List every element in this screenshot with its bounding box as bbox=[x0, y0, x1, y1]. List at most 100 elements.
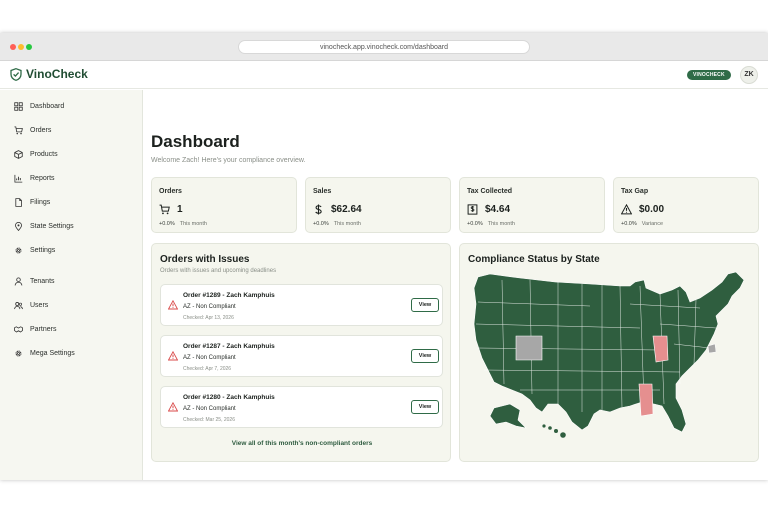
sidebar-item-label: Tenants bbox=[30, 277, 55, 285]
compliance-title: Compliance Status by State bbox=[468, 254, 600, 265]
sidebar-item-label: Products bbox=[30, 150, 58, 158]
state-alaska[interactable] bbox=[489, 403, 527, 429]
person-icon bbox=[14, 276, 23, 286]
users-icon bbox=[14, 301, 23, 309]
stat-change: +0.0% bbox=[313, 221, 329, 227]
sidebar-item-mega-settings[interactable]: Mega Settings bbox=[14, 346, 75, 360]
stat-value: $62.64 bbox=[313, 204, 362, 215]
dollar-icon bbox=[315, 204, 322, 215]
warning-icon bbox=[168, 300, 178, 310]
sidebar-item-settings[interactable]: Settings bbox=[14, 243, 55, 257]
stat-label: Sales bbox=[313, 188, 332, 195]
compliance-map-panel: Compliance Status by State bbox=[459, 243, 759, 462]
sidebar-item-reports[interactable]: Reports bbox=[14, 171, 55, 185]
stat-period: This month bbox=[333, 221, 361, 227]
gear-icon bbox=[15, 350, 22, 356]
stat-number: $4.64 bbox=[485, 204, 511, 215]
minimize-dot[interactable] bbox=[18, 44, 24, 50]
sidebar-item-label: State Settings bbox=[30, 222, 74, 230]
sidebar-item-filings[interactable]: Filings bbox=[14, 195, 50, 209]
warning-icon bbox=[621, 204, 632, 215]
issues-subtitle: Orders with issues and upcoming deadline… bbox=[160, 268, 277, 274]
main-content: Dashboard Welcome Zach! Here's your comp… bbox=[143, 90, 768, 480]
stat-number: $62.64 bbox=[331, 204, 362, 215]
sidebar-item-products[interactable]: Products bbox=[14, 147, 58, 161]
cart-icon bbox=[14, 125, 23, 134]
state-indiana[interactable] bbox=[652, 335, 669, 363]
stat-card-tax-collected: Tax Collected $4.64 +0.0% This month bbox=[459, 177, 605, 233]
stat-period: This month bbox=[179, 221, 207, 227]
order-checked-date: Checked: Apr 13, 2026 bbox=[183, 315, 234, 321]
sidebar-item-dashboard[interactable]: Dashboard bbox=[14, 99, 64, 113]
stat-footer: +0.0% This month bbox=[313, 221, 361, 227]
order-checked-date: Checked: Mar 25, 2026 bbox=[183, 417, 235, 423]
browser-window: vinocheck.app.vinocheck.com/dashboard Vi… bbox=[0, 33, 768, 480]
stat-value: $4.64 bbox=[467, 204, 510, 215]
sidebar-item-label: Dashboard bbox=[30, 102, 65, 110]
sidebar-item-users[interactable]: Users bbox=[14, 298, 48, 312]
app-name: VinoCheck bbox=[26, 67, 88, 81]
box-icon bbox=[14, 149, 23, 159]
maximize-dot[interactable] bbox=[26, 44, 32, 50]
order-card[interactable]: Order #1289 - Zach Kamphuis AZ - Non Com… bbox=[160, 284, 443, 326]
view-all-noncompliant-link[interactable]: View all of this month's non-compliant o… bbox=[231, 440, 373, 447]
sidebar-item-label: Reports bbox=[30, 174, 55, 182]
view-order-button[interactable]: View bbox=[411, 400, 439, 414]
chart-icon bbox=[14, 174, 23, 183]
avatar[interactable]: ZK bbox=[740, 66, 758, 84]
order-status: AZ - Non Compliant bbox=[183, 355, 236, 361]
sidebar: Dashboard Orders Products Reports Filing… bbox=[0, 90, 143, 480]
orders-with-issues-panel: Orders with Issues Orders with issues an… bbox=[151, 243, 451, 462]
brand-logo[interactable]: VinoCheck bbox=[10, 67, 88, 81]
sidebar-item-orders[interactable]: Orders bbox=[14, 123, 51, 137]
stat-label: Tax Collected bbox=[467, 188, 512, 195]
page-subtitle: Welcome Zach! Here's your compliance ove… bbox=[151, 157, 306, 164]
shield-check-icon bbox=[10, 67, 22, 81]
sidebar-item-label: Mega Settings bbox=[30, 349, 75, 357]
us-state-map bbox=[473, 271, 745, 438]
stat-footer: +0.0% Variance bbox=[621, 221, 663, 227]
view-order-button[interactable]: View bbox=[411, 349, 439, 363]
state-hawaii[interactable] bbox=[542, 424, 566, 438]
sidebar-item-tenants[interactable]: Tenants bbox=[14, 274, 55, 288]
stat-period: Variance bbox=[641, 221, 664, 227]
sidebar-item-partners[interactable]: Partners bbox=[14, 322, 56, 336]
state-utah[interactable] bbox=[515, 335, 543, 361]
order-status: AZ - Non Compliant bbox=[183, 406, 236, 412]
receipt-icon bbox=[467, 204, 478, 215]
stat-change: +0.0% bbox=[621, 221, 637, 227]
stat-change: +0.0% bbox=[159, 221, 175, 227]
sidebar-item-label: Orders bbox=[30, 126, 52, 134]
browser-titlebar: vinocheck.app.vinocheck.com/dashboard bbox=[0, 33, 768, 61]
order-checked-date: Checked: Apr 7, 2026 bbox=[183, 366, 232, 372]
app-header: VinoCheck VINOCHECK ZK bbox=[0, 61, 768, 89]
address-bar[interactable]: vinocheck.app.vinocheck.com/dashboard bbox=[238, 40, 530, 54]
warning-icon bbox=[168, 351, 178, 361]
stat-number: $0.00 bbox=[639, 204, 665, 215]
dashboard-icon bbox=[14, 101, 23, 111]
order-title: Order #1287 - Zach Kamphuis bbox=[183, 343, 275, 350]
order-status: AZ - Non Compliant bbox=[183, 304, 236, 310]
stat-card-orders: Orders 1 +0.0% This month bbox=[151, 177, 297, 233]
close-dot[interactable] bbox=[10, 44, 16, 50]
stat-change: +0.0% bbox=[467, 221, 483, 227]
stat-footer: +0.0% This month bbox=[467, 221, 515, 227]
cart-icon bbox=[159, 204, 170, 215]
sidebar-item-label: Filings bbox=[30, 198, 51, 206]
stat-card-sales: Sales $62.64 +0.0% This month bbox=[305, 177, 451, 233]
issues-title: Orders with Issues bbox=[160, 254, 250, 265]
stat-label: Tax Gap bbox=[621, 188, 649, 195]
stat-card-tax-gap: Tax Gap $0.00 +0.0% Variance bbox=[613, 177, 759, 233]
order-card[interactable]: Order #1287 - Zach Kamphuis AZ - Non Com… bbox=[160, 335, 443, 377]
order-card[interactable]: Order #1280 - Zach Kamphuis AZ - Non Com… bbox=[160, 386, 443, 428]
state-delaware[interactable] bbox=[707, 343, 717, 354]
pin-icon bbox=[15, 221, 22, 231]
sidebar-item-label: Users bbox=[30, 301, 49, 309]
view-order-button[interactable]: View bbox=[411, 298, 439, 312]
tenant-badge[interactable]: VINOCHECK bbox=[687, 70, 731, 80]
sidebar-item-state-settings[interactable]: State Settings bbox=[14, 219, 74, 233]
stat-value: $0.00 bbox=[621, 204, 664, 215]
sidebar-item-label: Settings bbox=[30, 246, 56, 254]
gear-icon bbox=[15, 247, 22, 253]
state-mississippi[interactable] bbox=[638, 383, 654, 417]
